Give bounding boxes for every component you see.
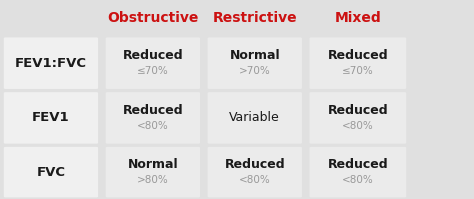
FancyBboxPatch shape xyxy=(106,37,200,89)
Text: Reduced: Reduced xyxy=(225,158,285,171)
FancyBboxPatch shape xyxy=(106,147,200,197)
FancyBboxPatch shape xyxy=(4,37,98,89)
Text: Reduced: Reduced xyxy=(123,49,183,62)
Text: <80%: <80% xyxy=(342,121,374,131)
Text: Reduced: Reduced xyxy=(328,158,388,171)
Text: <80%: <80% xyxy=(342,175,374,185)
Text: Variable: Variable xyxy=(229,111,280,124)
Text: Obstructive: Obstructive xyxy=(107,11,199,25)
FancyBboxPatch shape xyxy=(310,147,406,197)
Text: Normal: Normal xyxy=(128,158,178,171)
Text: >80%: >80% xyxy=(137,175,169,185)
Text: Restrictive: Restrictive xyxy=(212,11,297,25)
Text: <80%: <80% xyxy=(137,121,169,131)
FancyBboxPatch shape xyxy=(106,92,200,144)
Text: >70%: >70% xyxy=(239,66,271,76)
Text: Reduced: Reduced xyxy=(328,49,388,62)
Text: FEV1: FEV1 xyxy=(32,111,70,124)
Text: Normal: Normal xyxy=(229,49,280,62)
FancyBboxPatch shape xyxy=(4,147,98,197)
FancyBboxPatch shape xyxy=(208,92,302,144)
FancyBboxPatch shape xyxy=(310,37,406,89)
Text: Reduced: Reduced xyxy=(123,104,183,117)
Text: ≤70%: ≤70% xyxy=(342,66,374,76)
Text: Reduced: Reduced xyxy=(328,104,388,117)
FancyBboxPatch shape xyxy=(208,37,302,89)
Text: FVC: FVC xyxy=(36,166,65,179)
FancyBboxPatch shape xyxy=(310,92,406,144)
Text: ≤70%: ≤70% xyxy=(137,66,169,76)
FancyBboxPatch shape xyxy=(4,92,98,144)
Text: <80%: <80% xyxy=(239,175,271,185)
FancyBboxPatch shape xyxy=(208,147,302,197)
Text: FEV1:FVC: FEV1:FVC xyxy=(15,57,87,70)
Text: Mixed: Mixed xyxy=(335,11,381,25)
